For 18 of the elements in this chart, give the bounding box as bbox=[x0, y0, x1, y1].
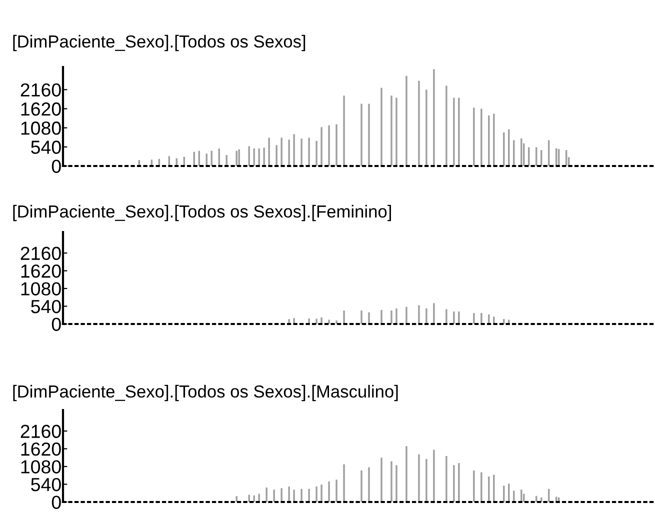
y-tick-label: 0 bbox=[52, 496, 61, 509]
y-tick-label: 540 bbox=[31, 140, 61, 154]
y-tick-label: 2160 bbox=[20, 246, 61, 260]
y-tick-label: 1620 bbox=[21, 264, 61, 278]
y-tick-label: 540 bbox=[31, 478, 61, 492]
y-tick-label: 0 bbox=[52, 318, 61, 331]
y-tick-label: 1080 bbox=[21, 122, 61, 135]
chart-title: [DimPaciente_Sexo].[Todos os Sexos] bbox=[13, 34, 306, 52]
chart-title: [DimPaciente_Sexo].[Todos os Sexos].[Feminino] bbox=[13, 204, 391, 222]
y-tick-label: 1080 bbox=[21, 282, 61, 296]
y-tick-label: 2160 bbox=[20, 424, 61, 438]
y-tick-label: 0 bbox=[52, 160, 61, 173]
y-tick-label: 1620 bbox=[21, 442, 61, 456]
y-tick-label: 540 bbox=[31, 300, 61, 314]
chart-title: [DimPaciente_Sexo].[Todos os Sexos].[Masculino] bbox=[13, 384, 398, 402]
y-tick-label: 2160 bbox=[20, 83, 61, 97]
y-tick-label: 1080 bbox=[21, 460, 61, 474]
y-tick-label: 1620 bbox=[21, 102, 61, 116]
